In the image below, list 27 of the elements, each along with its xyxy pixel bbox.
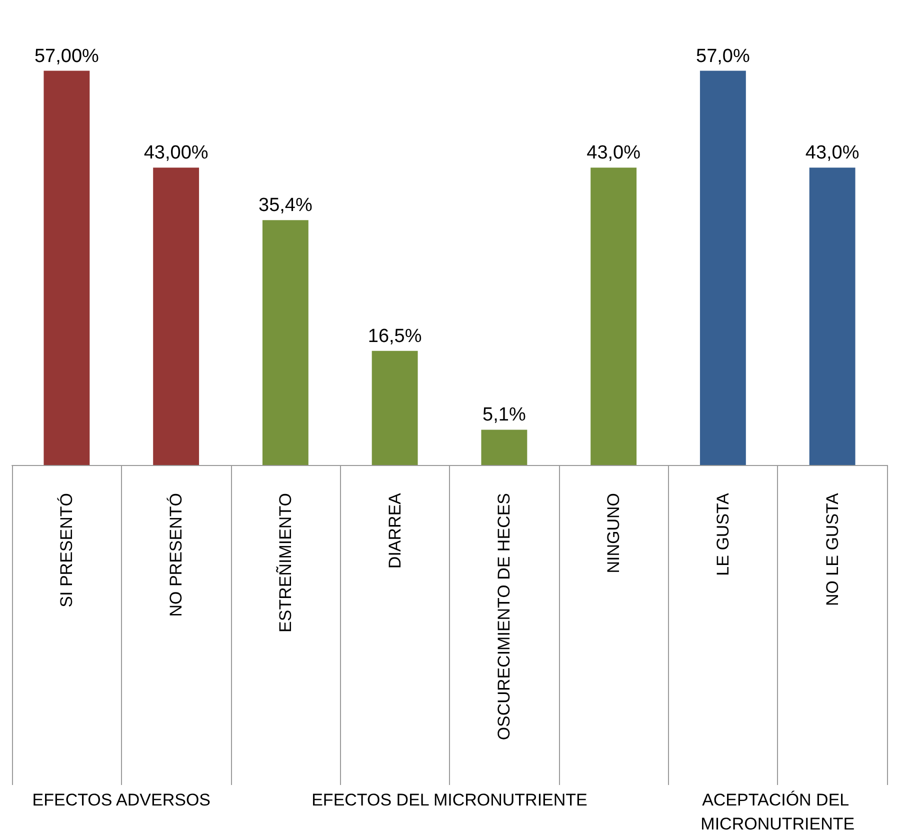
data-label: 43,0% — [805, 142, 860, 164]
x-tick-label: ESTREÑIMIENTO — [276, 493, 295, 632]
x-tick-label: SI PRESENTÓ — [57, 493, 76, 608]
x-tick-label: NO LE GUSTA — [822, 492, 842, 606]
x-tick-label: NINGUNO — [604, 493, 624, 574]
bar — [700, 70, 746, 465]
bar — [153, 168, 200, 465]
data-label: 57,0% — [696, 46, 750, 67]
bar — [44, 70, 90, 465]
bar — [372, 350, 418, 465]
text: ACEPTACIÓN DEL MICRONUTRIENTE — [700, 790, 855, 834]
data-label: 57,00% — [34, 46, 100, 67]
x-tick-label: DIARREA — [385, 492, 404, 569]
bar — [809, 168, 856, 465]
data-label: 35,4% — [258, 195, 312, 216]
data-label: 16,5% — [368, 326, 422, 347]
text: EFECTOS ADVERSOS — [32, 790, 210, 810]
bar — [481, 430, 528, 465]
text: EFECTOS DEL MICRONUTRIENTE — [312, 790, 588, 810]
bar — [590, 168, 637, 465]
x-tick-label: NO PRESENTÓ — [166, 493, 186, 617]
x-tick-label: OSCURECIMIENTO DE HECES — [494, 493, 514, 740]
x-tick-label: LE GUSTA — [713, 492, 732, 576]
data-label: 5,1% — [482, 404, 526, 426]
data-label: 43,00% — [144, 142, 208, 164]
bar — [262, 220, 308, 465]
data-label: 43,0% — [586, 142, 641, 164]
